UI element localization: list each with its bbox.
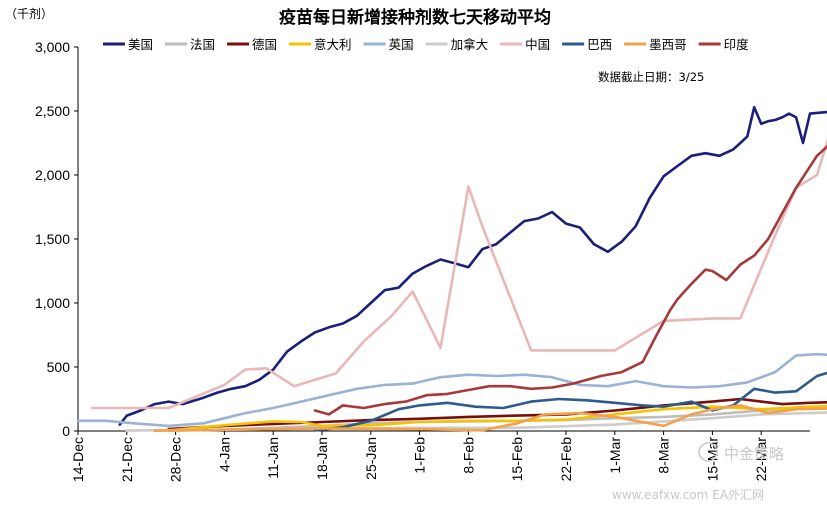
y-tick-label: 0 <box>62 423 70 439</box>
legend-item: 印度 <box>698 37 750 52</box>
legend-label: 意大利 <box>314 37 352 52</box>
y-tick-label: 1,000 <box>35 295 70 311</box>
x-tick-label: 1-Mar <box>607 437 623 474</box>
series-line-墨西哥 <box>153 404 827 432</box>
x-tick-label: 1-Feb <box>412 437 428 474</box>
y-axis: 0 500 1,000 1,500 2,000 2,500 3,000 <box>35 39 79 439</box>
watermark-logo: 中金策略 <box>724 445 784 463</box>
x-tick-label: 22-Mar <box>753 437 769 482</box>
x-tick-label: 21-Dec <box>119 437 135 482</box>
x-tick-label: 15-Feb <box>509 437 525 482</box>
chart-title: 疫苗每日新增接种剂数七天移动平均 <box>279 7 551 28</box>
x-tick-label: 25-Jan <box>363 437 379 480</box>
series-line-中国 <box>90 138 827 410</box>
x-axis: 14-Dec 21-Dec 28-Dec 4-Jan 11-Jan 18-Jan 25-Ja… <box>70 430 810 482</box>
legend-label: 中国 <box>525 37 550 52</box>
legend-item: 中国 <box>500 37 550 52</box>
series-line-巴西 <box>313 371 827 432</box>
legend-label: 墨西哥 <box>649 37 687 52</box>
x-tick-label: 8-Mar <box>656 437 672 474</box>
series-line-意大利 <box>167 404 827 432</box>
legend-label: 德国 <box>252 37 277 52</box>
legend-item: 墨西哥 <box>624 37 687 52</box>
x-tick-label: 18-Jan <box>314 437 330 480</box>
legend-label: 英国 <box>389 37 414 52</box>
series-line-印度 <box>313 144 827 416</box>
legend-item: 巴西 <box>562 37 612 52</box>
data-cutoff-note: 数据截止日期：3/25 <box>598 70 704 84</box>
unit-label: （千剂） <box>5 6 53 21</box>
x-tick-label: 11-Jan <box>265 437 281 479</box>
y-tick-label: 500 <box>47 359 71 375</box>
x-tick-label: 28-Dec <box>168 437 184 482</box>
y-tick-label: 2,000 <box>35 167 70 183</box>
x-tick-label: 14-Dec <box>70 437 86 482</box>
legend-item: 法国 <box>165 37 215 52</box>
watermark-site: www.eafxw.com EA外汇网 <box>612 488 764 502</box>
legend-item: 加拿大 <box>425 37 489 52</box>
legend-item: 英国 <box>363 37 414 52</box>
x-tick-label: 8-Feb <box>460 437 476 474</box>
watermark: 中金策略 www.eafxw.com EA外汇网 <box>612 442 784 502</box>
x-tick-label: 4-Jan <box>216 437 232 472</box>
series-line-英国 <box>76 352 827 428</box>
legend-label: 美国 <box>128 37 153 52</box>
legend-label: 法国 <box>190 37 215 52</box>
y-tick-label: 3,000 <box>35 39 70 55</box>
x-tick-label: 22-Feb <box>558 437 574 482</box>
legend-label: 巴西 <box>587 37 612 52</box>
legend-item: 意大利 <box>289 37 352 52</box>
wechat-icon <box>698 442 718 462</box>
series-line-美国 <box>118 105 827 426</box>
legend: 美国 法国 德国 意大利 英国 加拿大 中国 巴西 墨西哥 印度 <box>103 37 749 52</box>
legend-item: 美国 <box>103 37 153 52</box>
legend-label: 加拿大 <box>451 37 489 52</box>
legend-item: 德国 <box>227 37 277 52</box>
y-tick-label: 1,500 <box>35 231 70 247</box>
legend-label: 印度 <box>724 37 750 52</box>
series-layer <box>76 105 827 432</box>
y-tick-label: 2,500 <box>35 103 70 119</box>
